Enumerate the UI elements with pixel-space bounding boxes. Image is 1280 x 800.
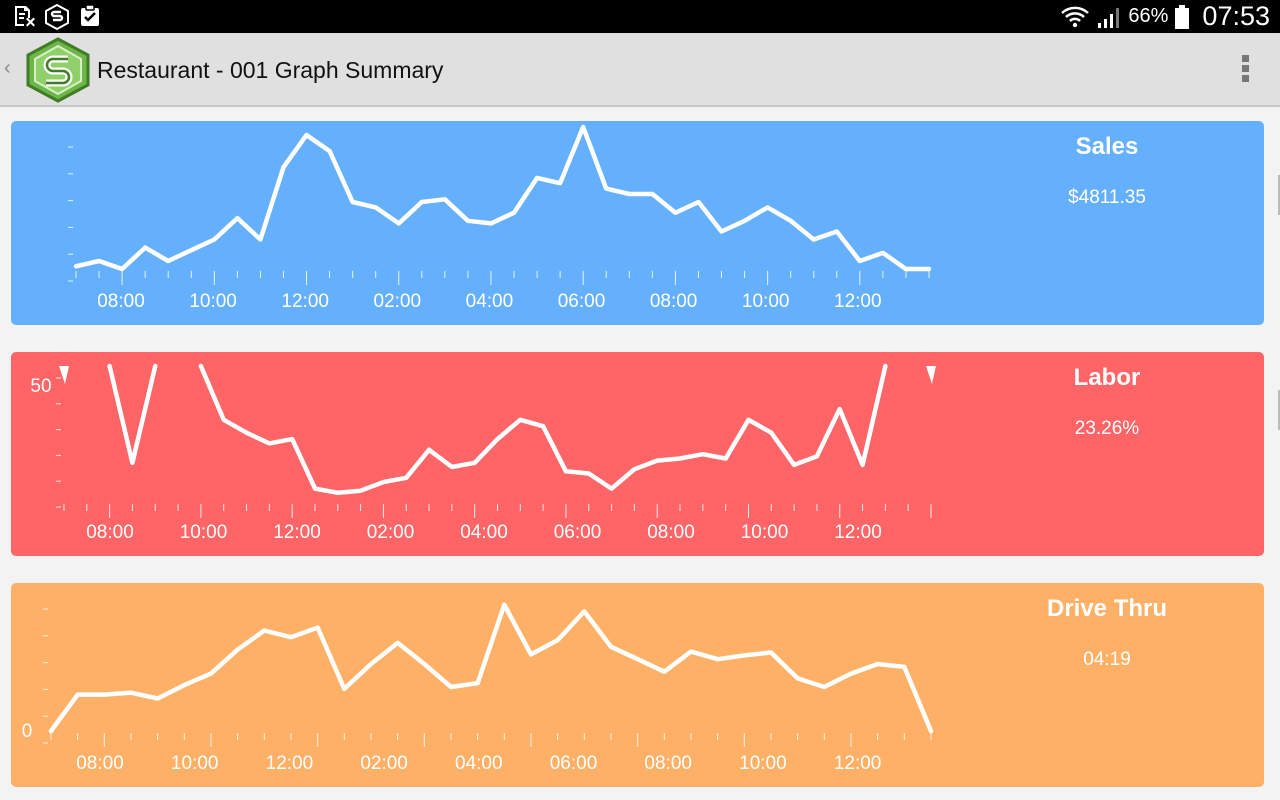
x-tick-label: 12:00 (834, 753, 882, 774)
x-tick-label: 10:00 (741, 522, 789, 543)
x-tick-label: 04:00 (455, 753, 503, 774)
x-tick-label: 10:00 (180, 522, 228, 543)
x-tick-label: 04:00 (466, 291, 514, 312)
chevron-left-icon[interactable]: ‹ (4, 57, 11, 79)
series-line (198, 363, 888, 496)
x-tick-label: 12:00 (834, 291, 882, 312)
s-logo-notification-icon (45, 4, 69, 30)
drive-thru-chart: 08:00 10:00 12:00 02:00 04:00 06:00 08:00 10:00… (22, 602, 934, 774)
x-tick-label: 10:00 (742, 291, 790, 312)
y-tick-label: 0 (22, 721, 33, 742)
clipboard-check-icon (81, 4, 99, 26)
notification-icons (12, 4, 102, 30)
series-line (48, 602, 934, 734)
x-tick-label: 02:00 (367, 522, 415, 543)
battery-icon (1175, 4, 1190, 29)
sales-value: $4811.35 (1068, 187, 1146, 208)
scroll-edge (1278, 175, 1280, 215)
x-tick-label: 12:00 (834, 522, 882, 543)
drive-thru-value: 04:19 (1083, 649, 1131, 670)
x-tick-label: 08:00 (97, 291, 145, 312)
battery-percent: 66% (1128, 5, 1169, 27)
labor-chart: 08:00 10:00 12:00 02:00 04:00 06:00 08:00 10:00… (30, 363, 936, 543)
x-tick-label: 08:00 (644, 753, 692, 774)
x-tick-label: 02:00 (360, 753, 408, 774)
scroll-edge (1278, 390, 1280, 430)
status-bar: 66% 07:53 (0, 0, 1280, 33)
x-tick-label: 08:00 (86, 522, 134, 543)
system-status: 66% 07:53 (1060, 0, 1270, 33)
x-tick-label: 12:00 (281, 291, 329, 312)
labor-value: 23.26% (1074, 418, 1140, 439)
x-tick-label: 08:00 (647, 522, 695, 543)
document-x-icon (15, 6, 35, 27)
x-tick-label: 06:00 (554, 522, 602, 543)
app-bar: ‹ Restaurant - 001 Graph Summary (0, 33, 1280, 107)
x-tick-label: 10:00 (739, 753, 787, 774)
clipped-point (59, 366, 69, 384)
x-tick-label: 12:00 (266, 753, 314, 774)
overflow-menu-icon[interactable] (1240, 55, 1250, 89)
y-tick-label: 50 (30, 376, 51, 397)
sales-chart: 08:00 10:00 12:00 02:00 04:00 06:00 08:00 10:00… (68, 124, 932, 312)
x-tick-label: 08:00 (650, 291, 698, 312)
app-logo[interactable] (24, 37, 92, 103)
drive-thru-title: Drive Thru (1046, 595, 1168, 622)
labor-card: 08:00 10:00 12:00 02:00 04:00 06:00 08:00 10:00… (11, 352, 1264, 556)
drive-thru-card: 08:00 10:00 12:00 02:00 04:00 06:00 08:00 10:00… (11, 583, 1264, 787)
page-title: Restaurant - 001 Graph Summary (97, 57, 444, 83)
x-tick-label: 12:00 (273, 522, 321, 543)
clock: 07:53 (1202, 1, 1270, 31)
sales-title: Sales (1075, 133, 1139, 160)
x-tick-label: 10:00 (171, 753, 219, 774)
x-tick-label: 04:00 (460, 522, 508, 543)
labor-title: Labor (1073, 364, 1141, 391)
clipped-point (926, 366, 936, 384)
signal-icon (1098, 7, 1120, 28)
x-tick-label: 06:00 (550, 753, 598, 774)
sales-card: 08:00 10:00 12:00 02:00 04:00 06:00 08:00 10:00… (11, 121, 1264, 325)
x-tick-label: 06:00 (558, 291, 606, 312)
x-tick-label: 02:00 (374, 291, 422, 312)
x-tick-label: 08:00 (76, 753, 124, 774)
series-line (107, 363, 158, 466)
x-tick-label: 10:00 (189, 291, 237, 312)
series-line (73, 124, 932, 272)
wifi-icon (1061, 6, 1090, 27)
